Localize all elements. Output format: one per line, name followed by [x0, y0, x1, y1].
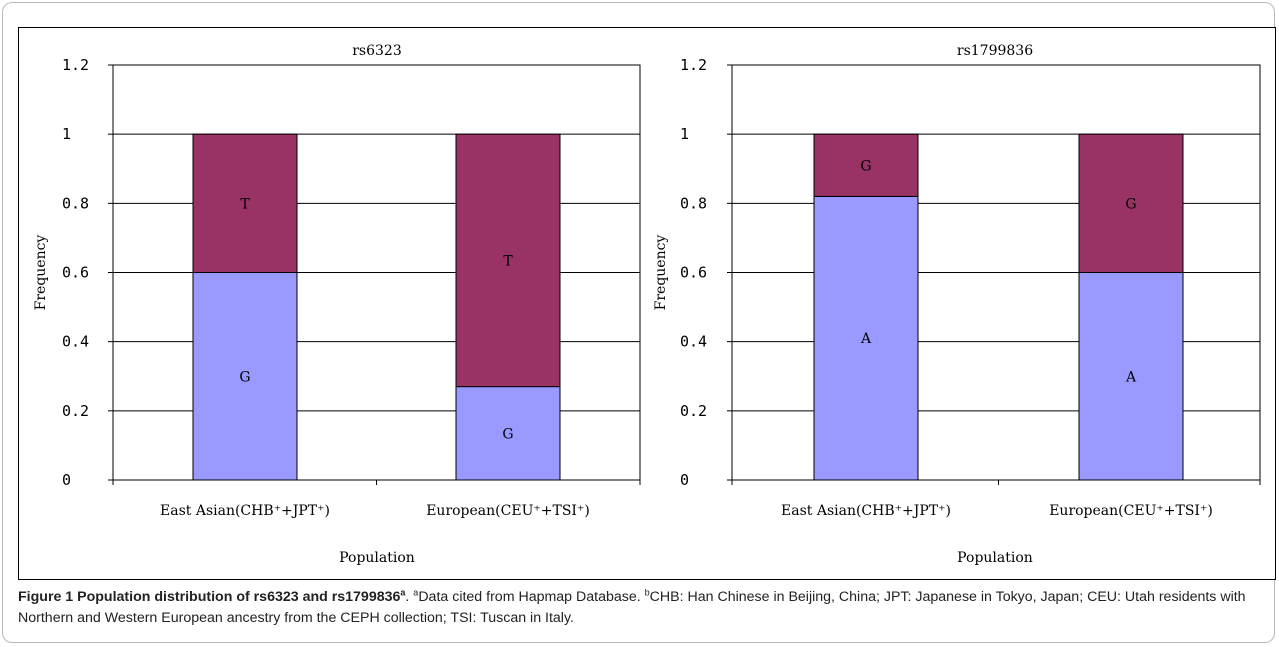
footnote-a: Data cited from Hapmap Database. — [418, 589, 645, 605]
bar-segment-T — [192, 133, 298, 273]
figure-label: Figure 1 Population distribution of rs63… — [18, 589, 401, 605]
bar-segment-A — [1078, 272, 1184, 481]
y-tick-label: 0.8 — [680, 194, 707, 212]
x-category-label: European(CEU⁺+TSI⁺) — [1049, 503, 1213, 519]
bar-label: A — [860, 331, 872, 347]
footnote-a-mark: a — [413, 587, 419, 598]
y-tick-label: 0.6 — [680, 264, 707, 282]
y-tick-label: 0.6 — [62, 264, 89, 282]
footnote-b: CHB: Han Chinese in Beijing, China; JPT:… — [18, 589, 1246, 626]
bar-label: T — [503, 253, 513, 269]
bar-segment-G — [192, 272, 298, 481]
charts-svg: 0 0.2 0.4 0.6 0.8 1 1.2 G T East Asian(CHB⁺+JPT⁺)… — [33, 43, 1261, 566]
chart-1: 0 0.2 0.4 0.6 0.8 1 1.2 A G East Asian(CHB⁺+JPT⁺)… — [653, 43, 1261, 566]
bar-label: G — [860, 158, 871, 174]
bar-label: A — [1125, 369, 1137, 385]
y-tick-label: 0.2 — [680, 402, 707, 420]
x-category-label: European(CEU⁺+TSI⁺) — [426, 503, 590, 519]
x-category-label: East Asian(CHB⁺+JPT⁺) — [160, 503, 330, 519]
x-axis-label: Population — [957, 550, 1033, 566]
figure-caption: Figure 1 Population distribution of rs63… — [18, 587, 1246, 626]
chart-0: 0 0.2 0.4 0.6 0.8 1 1.2 G T East Asian(CHB⁺+JPT⁺)… — [33, 43, 641, 566]
y-tick-label: 1 — [680, 125, 689, 143]
y-tick-label: 0.2 — [62, 402, 89, 420]
y-tick-label: 0 — [680, 471, 689, 489]
bar-segment-G — [813, 133, 919, 197]
figure-label-sup: a — [400, 587, 406, 598]
y-tick-label: 0 — [62, 471, 71, 489]
bar-label: G — [502, 426, 513, 442]
y-tick-label: 1.2 — [680, 56, 707, 74]
bar-segment-A — [813, 195, 919, 481]
y-tick-label: 0.4 — [680, 333, 707, 351]
y-axis-label: Frequency — [653, 235, 669, 311]
y-tick-label: 0.4 — [62, 333, 89, 351]
bar-label: G — [239, 369, 250, 385]
chart-title: rs6323 — [352, 43, 402, 59]
footnote-b-mark: b — [644, 587, 650, 598]
bar-label: G — [1125, 196, 1136, 212]
y-tick-label: 0.8 — [62, 194, 89, 212]
chart-title: rs1799836 — [957, 43, 1033, 59]
x-category-label: East Asian(CHB⁺+JPT⁺) — [781, 503, 951, 519]
y-tick-label: 1 — [62, 125, 71, 143]
y-tick-label: 1.2 — [62, 56, 89, 74]
bar-label: T — [240, 196, 250, 212]
bar-segment-T — [455, 133, 561, 388]
bar-segment-G — [1078, 133, 1184, 273]
y-axis-label: Frequency — [33, 235, 49, 311]
bar-segment-G — [455, 386, 561, 481]
x-axis-label: Population — [339, 550, 415, 566]
